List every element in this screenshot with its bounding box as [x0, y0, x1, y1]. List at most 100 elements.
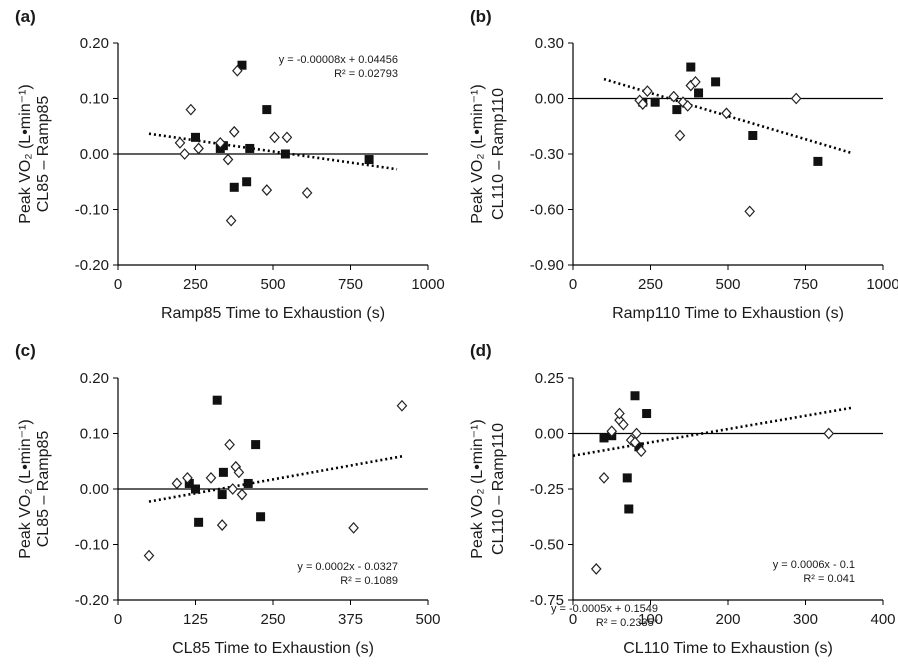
data-point-diamond [682, 100, 694, 112]
y-axis-title: Peak VO₂ (L•min⁻¹) [469, 84, 486, 223]
x-tick-label: 375 [338, 611, 363, 628]
y-tick-label: -0.20 [75, 257, 109, 274]
data-point-square [218, 141, 228, 151]
y-axis-title: CL110 – Ramp110 [490, 423, 507, 555]
r-squared-label: R² = 0.041 [803, 573, 855, 585]
y-axis-title: Peak VO₂ (L•min⁻¹) [17, 419, 34, 558]
y-tick-label: 0.10 [80, 91, 109, 108]
y-axis-title: Peak VO₂ (L•min⁻¹) [469, 419, 486, 558]
chart-panel: -0.20 -0.10 0.00 0.10 0.20 0 125 250 375 500 CL85 … [15, 341, 441, 657]
x-tick-label: 0 [114, 276, 122, 293]
x-tick-label: 1000 [866, 276, 898, 293]
data-point-diamond [261, 184, 273, 196]
data-point-diamond [629, 436, 641, 449]
x-tick-label: 250 [260, 611, 285, 628]
regression-equation: y = -0.00008x + 0.04456 [279, 54, 398, 66]
data-point-diamond [301, 186, 313, 199]
data-point-diamond [674, 129, 686, 142]
x-tick-label: 0 [569, 611, 577, 628]
x-tick-label: 400 [870, 611, 895, 628]
data-point-square [630, 391, 640, 401]
data-point-diamond [233, 466, 245, 479]
data-point-diamond [790, 92, 802, 105]
regression-equation: y = 0.0002x - 0.0327 [297, 561, 398, 573]
x-axis-title: CL110 Time to Exhaustion (s) [623, 640, 833, 657]
x-tick-label: 500 [415, 611, 440, 628]
data-point-diamond [642, 85, 653, 97]
regression-equation: y = -0.0005x + 0.1549 [551, 603, 658, 615]
data-point-diamond [690, 75, 701, 88]
data-point-diamond [631, 427, 642, 440]
data-point-diamond [348, 521, 359, 534]
data-point-square [711, 77, 721, 87]
x-tick-label: 750 [793, 276, 818, 293]
y-tick-label: 0.00 [535, 91, 564, 108]
x-tick-label: 500 [715, 276, 740, 293]
panel-label: (a) [15, 7, 36, 26]
y-tick-label: 0.10 [80, 426, 109, 443]
data-point-square [813, 156, 823, 166]
data-point-square [194, 517, 204, 527]
data-point-diamond [174, 137, 186, 149]
x-tick-label: 250 [638, 276, 663, 293]
y-tick-label: 0.00 [80, 146, 109, 163]
data-point-diamond [637, 98, 649, 110]
panel-label: (c) [15, 341, 36, 360]
data-point-square [634, 442, 644, 452]
data-point-diamond [606, 425, 618, 438]
x-tick-label: 0 [569, 276, 577, 293]
data-point-square [184, 478, 194, 488]
x-tick-label: 0 [114, 611, 122, 628]
y-tick-label: 0.20 [80, 35, 109, 52]
data-point-diamond [823, 427, 835, 440]
data-point-square [256, 512, 266, 522]
r-squared-label: R² = 0.1089 [340, 575, 398, 587]
data-point-square [251, 440, 261, 450]
trendline [603, 77, 853, 155]
data-point-diamond [721, 107, 732, 120]
panel-label: (d) [470, 341, 492, 360]
trendline [148, 132, 398, 171]
data-point-diamond [228, 125, 240, 138]
y-tick-label: -0.50 [530, 537, 564, 554]
x-tick-label: 125 [183, 611, 208, 628]
chart-panel: -0.90-0.60-0.300.000.300 250 500 750 1000Ram… [469, 7, 898, 629]
data-point-diamond [744, 205, 756, 218]
data-point-diamond [225, 214, 237, 227]
y-tick-label: -0.75 [530, 592, 564, 609]
y-tick-label: 0.25 [535, 370, 564, 387]
r-squared-label: R² = 0.02793 [334, 68, 398, 80]
data-point-square [243, 478, 253, 488]
data-point-square [191, 132, 200, 142]
data-point-square [686, 62, 696, 72]
y-tick-label: -0.60 [530, 202, 564, 219]
data-point-diamond [171, 477, 183, 490]
x-tick-label: 1000 [411, 276, 444, 293]
r-squared-label: R² = 0.2335* [596, 617, 659, 629]
data-point-square [650, 97, 660, 107]
data-point-diamond [614, 407, 625, 420]
data-point-square [624, 504, 634, 514]
y-axis-title: CL85 – Ramp85 [35, 431, 52, 548]
data-point-diamond [205, 472, 217, 484]
data-point-square [217, 490, 227, 500]
data-point-diamond [182, 472, 193, 484]
data-point-diamond [236, 488, 248, 501]
trendline [572, 406, 853, 457]
data-point-diamond [224, 438, 235, 451]
chart-panel: -0.75 -0.50 -0.25 0.00 0.25 0 100 200 300 400 CL11… [469, 341, 896, 657]
x-axis-title: Ramp85 Time to Exhaustion (s) [161, 305, 385, 322]
data-point-square [212, 395, 222, 405]
y-tick-label: -0.10 [75, 202, 109, 219]
y-tick-label: -0.30 [530, 146, 564, 163]
panel-label: (b) [470, 7, 492, 26]
x-tick-label: 250 [183, 276, 208, 293]
data-point-square [748, 131, 758, 140]
data-point-square [237, 60, 247, 70]
data-point-diamond [635, 445, 647, 458]
data-point-square [280, 149, 290, 159]
y-axis-title: CL110 – Ramp110 [490, 88, 507, 220]
data-point-diamond [269, 131, 280, 144]
y-tick-label: -0.10 [75, 537, 109, 554]
data-point-diamond [668, 90, 680, 103]
